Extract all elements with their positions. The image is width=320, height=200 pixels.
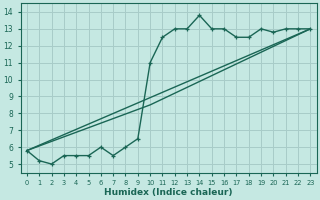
X-axis label: Humidex (Indice chaleur): Humidex (Indice chaleur) bbox=[104, 188, 233, 197]
